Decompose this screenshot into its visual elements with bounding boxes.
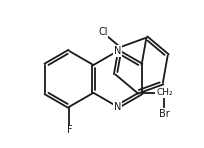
Text: Cl: Cl (98, 28, 108, 37)
Text: N: N (114, 102, 121, 112)
Text: CH₂: CH₂ (156, 88, 173, 97)
Text: F: F (67, 125, 72, 135)
Text: N: N (114, 46, 121, 56)
Text: Br: Br (159, 109, 170, 119)
